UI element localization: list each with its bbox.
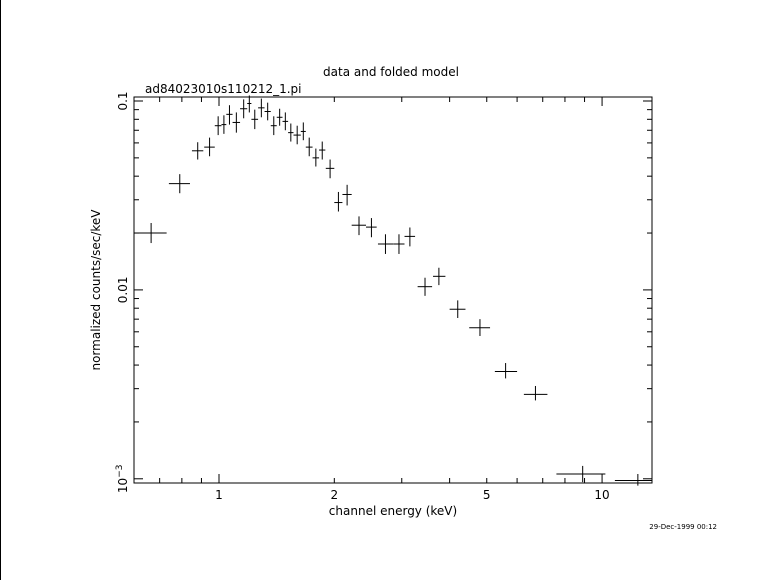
data-point [449, 300, 466, 318]
plot-frame [133, 96, 653, 484]
x-axis-tick-labels: 1 2 5 10 [215, 488, 610, 502]
data-point [614, 474, 652, 486]
data-point [240, 99, 248, 119]
data-point [226, 105, 233, 125]
data-point [282, 112, 289, 131]
data-point [334, 191, 343, 212]
data-point [288, 123, 294, 142]
data-point [494, 363, 518, 379]
data-point [134, 223, 167, 244]
data-point [351, 216, 367, 236]
y-tick-label: 0.1 [116, 91, 130, 110]
data-point [264, 102, 271, 121]
chart-subtitle: ad84023010s110212_1.pi [145, 82, 302, 96]
timestamp: 29-Dec-1999 00:12 [649, 523, 717, 531]
y-tick-exponent: −3 [115, 465, 125, 478]
data-point [404, 227, 416, 247]
data-point [221, 115, 227, 134]
data-point [191, 142, 204, 160]
data-point [258, 98, 265, 118]
data-point [204, 137, 215, 157]
data-point [251, 109, 259, 130]
chart-title: data and folded model [323, 65, 459, 79]
data-point [312, 148, 320, 167]
data-point [556, 465, 606, 483]
x-axis-label: channel energy (keV) [329, 504, 457, 518]
data-point [342, 184, 352, 206]
data-point [293, 125, 301, 145]
data-point [366, 218, 377, 238]
y-tick-label: 10−3 [115, 465, 130, 494]
x-axis-ticks [133, 97, 603, 483]
data-point [232, 112, 241, 133]
y-axis-label: normalized counts/sec/keV [89, 209, 103, 371]
x-tick-label: 2 [330, 488, 338, 502]
data-point [417, 277, 433, 296]
data-point [469, 319, 491, 337]
x-tick-label: 10 [594, 488, 609, 502]
data-point [270, 116, 277, 136]
data-point [393, 234, 405, 254]
data-point [319, 141, 326, 160]
y-tick-label: 0.01 [116, 277, 130, 304]
data-point [214, 116, 222, 136]
data-point [377, 234, 394, 254]
data-point [305, 137, 313, 157]
data-point [325, 159, 335, 179]
data-point [247, 95, 252, 113]
window-edge [0, 0, 1, 580]
x-tick-label: 1 [215, 488, 223, 502]
data-point [168, 174, 190, 194]
x-tick-label: 5 [483, 488, 491, 502]
y-axis-tick-labels: 0.1 0.01 10−3 [115, 91, 130, 493]
y-axis-ticks [134, 100, 652, 480]
data-point [276, 108, 283, 126]
data-point [433, 267, 446, 286]
data-point [300, 122, 306, 141]
data-points [134, 95, 652, 486]
data-point [523, 385, 548, 401]
